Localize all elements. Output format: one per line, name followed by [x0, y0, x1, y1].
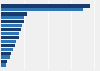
Bar	[1, 52, 11, 55]
Bar	[1, 55, 10, 59]
Bar	[1, 63, 6, 67]
Bar	[1, 48, 13, 51]
Bar	[1, 24, 22, 27]
Bar	[1, 16, 24, 19]
Bar	[1, 28, 21, 31]
Bar	[1, 36, 19, 39]
Bar	[1, 12, 27, 16]
Bar	[1, 60, 7, 63]
Bar	[1, 40, 16, 43]
Bar	[1, 44, 15, 47]
Bar	[1, 8, 83, 11]
Bar	[1, 20, 24, 23]
Bar	[1, 4, 90, 8]
Bar	[1, 32, 19, 35]
